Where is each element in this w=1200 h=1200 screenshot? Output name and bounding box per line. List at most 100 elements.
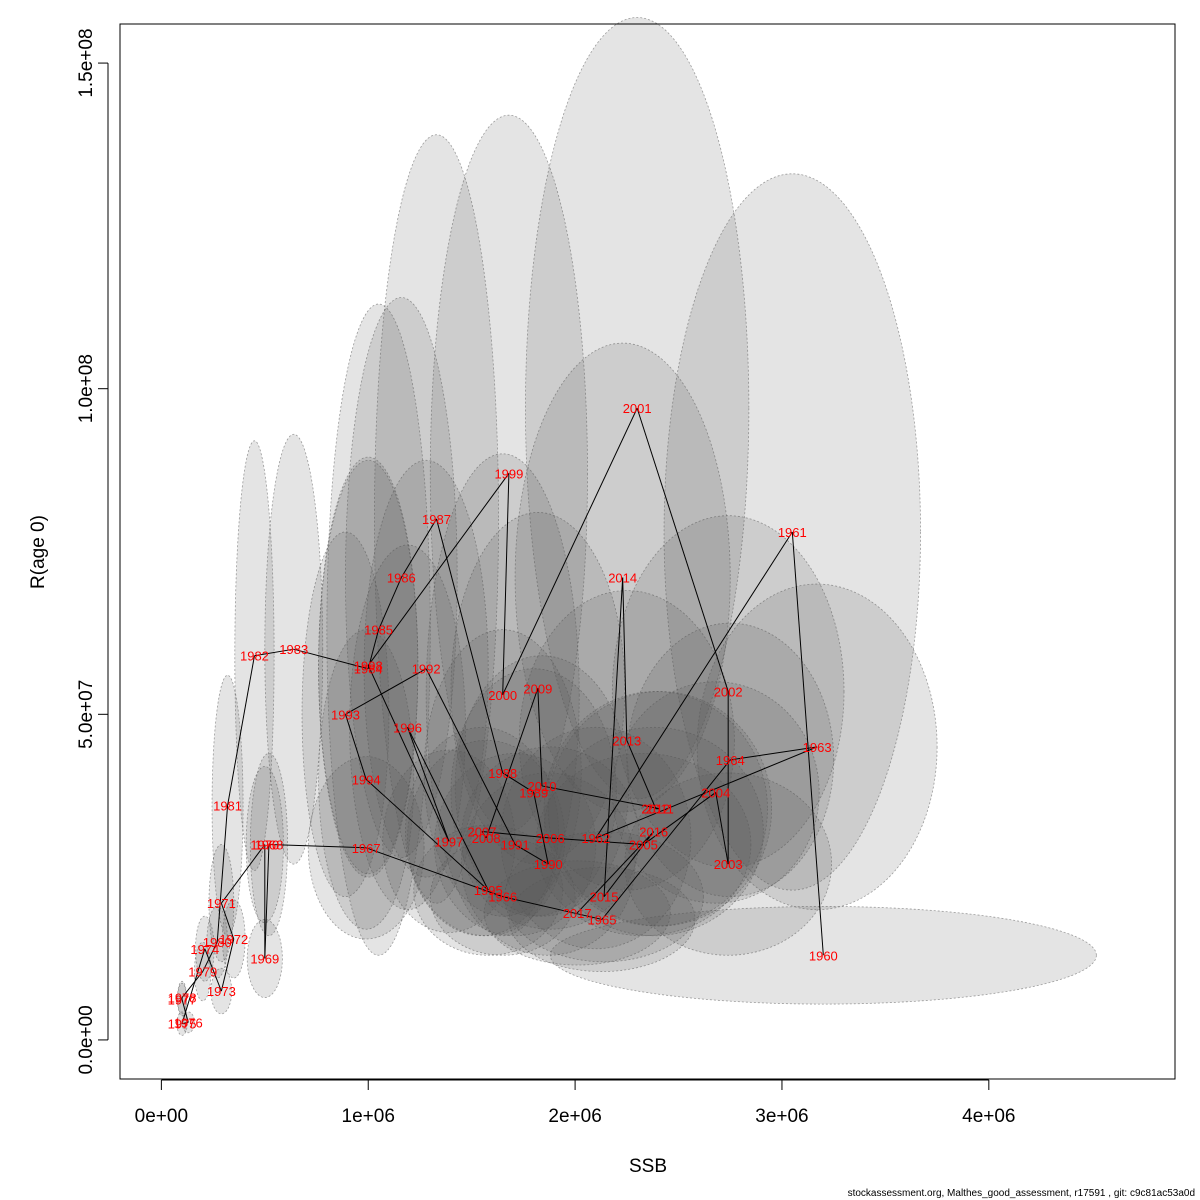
segment-2000-2001 [502,408,638,695]
year-label-1977: 1977 [168,993,197,1008]
year-path [181,408,824,1025]
year-label-2010: 2010 [528,779,557,794]
year-label-1998: 1998 [354,658,383,673]
year-label-2016: 2016 [639,825,668,840]
year-label-2004: 2004 [701,785,730,800]
year-label-1994: 1994 [352,772,381,787]
year-label-2015: 2015 [590,890,619,905]
segment-1960-1961 [791,531,824,956]
uncertainty-ellipses [176,17,1097,1036]
segment-1979-1980 [202,942,218,972]
year-label-2011: 2011 [646,802,674,817]
segment-1998-1999 [367,473,510,666]
year-label-1970: 1970 [250,838,279,853]
year-label-1966: 1966 [488,890,517,905]
year-label-1982: 1982 [240,649,269,664]
year-label-2006: 2006 [536,831,565,846]
year-label-1967: 1967 [352,841,381,856]
segment-1992-1993 [345,668,427,715]
year-label-1960: 1960 [809,948,838,963]
year-label-2017: 2017 [563,906,592,921]
segment-1975-1976 [181,1021,189,1025]
segment-1971-1972 [220,903,235,940]
year-label-1971: 1971 [207,896,236,911]
segment-2016-2017 [576,831,655,914]
year-label-1964: 1964 [716,753,745,768]
year-label-1978: 1978 [168,991,197,1006]
segment-2009-2010 [537,688,543,786]
year-label-1995: 1995 [474,883,503,898]
year-label-2000: 2000 [488,688,517,703]
year-label-1972: 1972 [219,932,248,947]
segment-1976-1977 [181,999,189,1023]
segment-1966-1967 [365,847,503,898]
y-tick-label: 1.5e+08 [76,28,97,97]
segment-1968-1969 [264,844,270,959]
plot-frame [119,23,1176,1080]
x-axis: 0e+00 1e+06 2e+06 3e+06 4e+06 [135,1079,1016,1127]
segment-2006-2007 [481,831,551,839]
year-label-1988: 1988 [488,766,517,781]
year-label-2013: 2013 [612,733,641,748]
year-label-1985: 1985 [364,623,393,638]
segment-1999-2000 [502,473,510,695]
x-tick-label: 3e+06 [755,1106,808,1127]
x-tick-label: 1e+06 [342,1106,395,1127]
year-label-1983: 1983 [279,642,308,657]
year-label-1993: 1993 [331,707,360,722]
year-label-1987: 1987 [422,512,451,527]
segment-1972-1973 [220,938,235,992]
x-tick-label: 2e+06 [548,1106,601,1127]
segment-1978-1979 [181,971,204,998]
segment-2005-2006 [550,837,644,846]
year-label-1986: 1986 [387,571,416,586]
segment-1983-1984 [293,648,369,670]
year-label-1973: 1973 [207,984,236,999]
segment-1973-1974 [204,948,222,992]
segment-2014-2015 [603,577,624,897]
year-label-1962: 1962 [581,831,610,846]
year-label-1980: 1980 [203,935,232,950]
segment-2010-2011 [541,785,661,810]
year-label-2002: 2002 [714,685,743,700]
y-axis: 0.0e+00 5.0e+07 1.0e+08 1.5e+08 [76,28,109,1075]
y-axis-label: R(age 0) [28,515,49,589]
year-label-1976: 1976 [174,1015,203,1030]
segment-1985-1986 [378,577,402,630]
year-label-1984: 1984 [354,662,383,677]
year-label-1965: 1965 [588,912,617,927]
year-label-1963: 1963 [803,740,832,755]
segment-2007-2008 [481,831,487,839]
segment-2015-2016 [603,831,655,897]
year-label-2014: 2014 [608,571,637,586]
segment-2008-2009 [485,688,539,839]
segment-1994-1995 [365,779,489,891]
year-label-1989: 1989 [519,785,548,800]
segment-1991-1992 [425,668,516,845]
y-tick-label: 5.0e+07 [76,680,97,749]
segment-1981-1982 [227,655,255,806]
year-label-1981: 1981 [213,798,242,813]
segment-1993-1994 [345,714,367,780]
year-label-2009: 2009 [523,681,552,696]
year-labels: 1960 1961 1962 1963 1964 1965 1966 1967 1968 1969… [168,401,838,1031]
year-label-1968: 1968 [254,838,283,853]
year-label-1974: 1974 [190,942,219,957]
x-axis-label: SSB [629,1156,667,1177]
year-label-1992: 1992 [412,662,441,677]
x-tick-label: 4e+06 [962,1106,1015,1127]
segment-2004-2005 [643,792,717,845]
year-label-2012: 2012 [641,802,670,817]
year-label-1997: 1997 [434,834,463,849]
segment-2012-2013 [626,740,657,809]
segment-1986-1987 [400,518,437,578]
segment-1984-1985 [367,629,380,669]
segment-1995-1996 [407,727,489,891]
year-label-1961: 1961 [778,525,807,540]
y-tick-label: 1.0e+08 [76,354,97,423]
segment-2013-2014 [622,577,628,741]
segment-1996-1997 [407,727,450,842]
segment-1997-1998 [367,665,450,842]
year-label-1990: 1990 [534,857,563,872]
segment-1964-1965 [601,759,731,920]
